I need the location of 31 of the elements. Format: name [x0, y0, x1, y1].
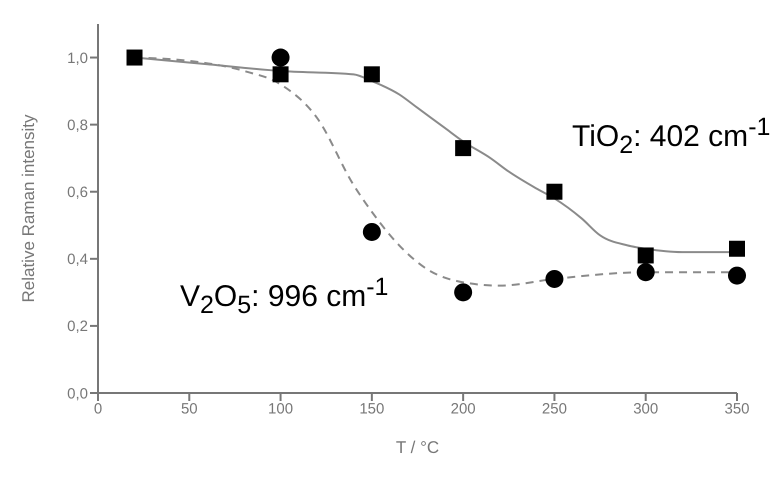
x-axis-title: T / °C — [396, 438, 440, 457]
point — [638, 247, 654, 264]
x-tick-label: 100 — [268, 400, 294, 418]
point — [454, 283, 472, 302]
x-tick-label: 50 — [180, 400, 198, 418]
point — [272, 48, 290, 67]
y-axis-title: Relative Raman intensity — [19, 114, 38, 303]
x-tick-label: 350 — [724, 400, 750, 418]
y-tick-label: 0,4 — [67, 251, 88, 268]
y-tick-label: 0,8 — [67, 116, 88, 134]
x-tick-label: 300 — [633, 400, 658, 418]
x-tick-label: 0 — [94, 400, 102, 418]
y-tick-label: 0,0 — [67, 385, 88, 402]
point — [364, 66, 380, 82]
x-tick-label: 200 — [450, 400, 476, 418]
annotation: TiO$_{2}$: 402 cm$^{-1}$ — [572, 112, 770, 161]
point — [546, 184, 562, 200]
y-tick-label: 0,6 — [67, 184, 88, 202]
point — [272, 66, 289, 82]
x-tick-label: 150 — [359, 400, 384, 418]
point — [126, 50, 143, 66]
point — [362, 222, 381, 241]
point — [545, 270, 564, 288]
point — [455, 140, 472, 156]
point — [636, 263, 655, 282]
x-tick-label: 250 — [542, 400, 567, 418]
annotation: V$_{2}$O$_{5}$: 996 cm$^{-1}$ — [180, 272, 388, 321]
y-tick-label: 1,0 — [67, 50, 88, 67]
point — [729, 240, 745, 257]
point — [728, 266, 746, 285]
y-tick-label: 0,2 — [67, 318, 88, 336]
